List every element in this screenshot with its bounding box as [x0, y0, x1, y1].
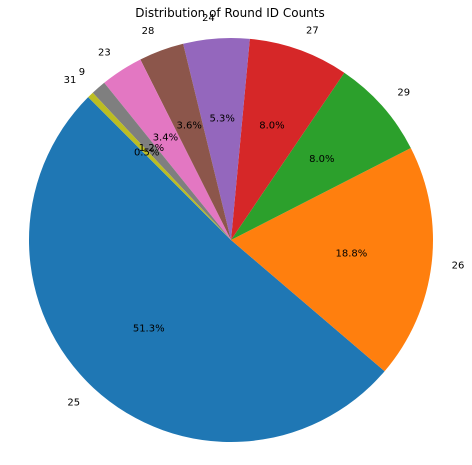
category-label-9: 9 [79, 67, 85, 78]
category-label-24: 24 [202, 13, 215, 24]
category-label-31: 31 [64, 75, 77, 86]
pie-slice-25 [29, 97, 385, 442]
percent-label-29: 8.0% [309, 154, 334, 165]
pie-slice-29 [231, 72, 411, 240]
category-label-29: 29 [397, 87, 410, 98]
chart-title: Distribution of Round ID Counts [135, 6, 324, 20]
percent-label-25: 51.3% [133, 323, 165, 334]
percent-label-9: 1.2% [139, 143, 164, 154]
percent-label-31: 0.5% [134, 147, 159, 158]
percent-label-28: 3.6% [176, 121, 201, 132]
percent-label-27: 8.0% [259, 120, 284, 131]
percent-labels: 51.3% 18.8% 8.0% 8.0% 5.3% 3.6%3.4%1.2%0.5% [133, 114, 367, 335]
pie-slice-28 [140, 43, 231, 241]
category-label-28: 28 [142, 26, 155, 37]
percent-label-23: 3.4% [153, 133, 178, 144]
percent-label-26: 18.8% [335, 249, 367, 260]
pie-slice-23 [104, 59, 231, 240]
pie-slice-31 [88, 92, 231, 240]
category-label-27: 27 [306, 25, 319, 36]
category-label-26: 26 [452, 260, 465, 271]
pie-slice-24 [183, 38, 250, 241]
percent-label-24: 5.3% [209, 114, 234, 125]
category-label-23: 23 [98, 48, 111, 59]
pie-slices [29, 38, 433, 442]
pie-slice-9 [92, 82, 232, 240]
category-label-25: 25 [67, 398, 80, 409]
pie-slice-27 [231, 38, 345, 241]
category-labels: 25 26 29 27 24 28 23 931 [64, 13, 465, 409]
pie-slice-26 [231, 147, 433, 372]
